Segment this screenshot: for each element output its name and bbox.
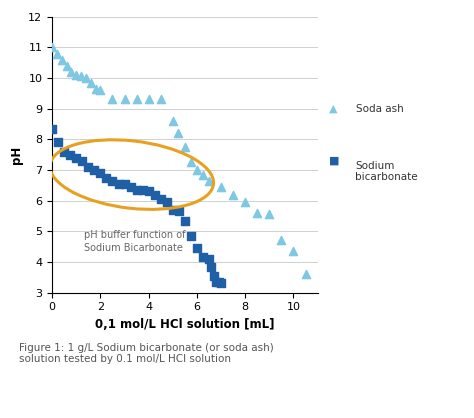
Point: [121, 181, 128, 187]
Point: [48, 125, 56, 132]
Point: [92, 85, 100, 92]
Point: [66, 151, 74, 158]
Point: [241, 199, 249, 206]
Point: [278, 237, 285, 244]
Point: [217, 184, 225, 190]
Point: [127, 184, 134, 190]
Point: [48, 44, 56, 51]
Point: [133, 96, 140, 103]
Point: [302, 271, 310, 278]
Point: [157, 196, 164, 202]
Point: [121, 96, 128, 103]
Point: [205, 255, 213, 262]
Point: [199, 171, 207, 178]
Point: [174, 130, 182, 137]
Point: [115, 181, 122, 187]
Point: [217, 280, 225, 287]
Point: [79, 158, 86, 164]
Text: Sodium
bicarbonate: Sodium bicarbonate: [356, 161, 418, 182]
Point: [151, 191, 158, 198]
Point: [205, 177, 213, 184]
Point: [145, 188, 153, 195]
Point: [199, 254, 207, 261]
Point: [169, 117, 177, 124]
Y-axis label: pH: pH: [10, 145, 23, 164]
Point: [84, 163, 92, 170]
Point: [212, 278, 220, 285]
Point: [208, 263, 215, 270]
Point: [109, 96, 116, 103]
Point: [73, 71, 80, 78]
Text: Figure 1: 1 g/L Sodium bicarbonate (or soda ash)
solution tested by 0.1 mol/L HC: Figure 1: 1 g/L Sodium bicarbonate (or s…: [19, 343, 273, 364]
Point: [215, 278, 222, 285]
Point: [77, 73, 85, 80]
Point: [139, 186, 146, 193]
Point: [63, 62, 71, 69]
Point: [82, 75, 90, 82]
Point: [187, 159, 195, 166]
Point: [53, 50, 61, 57]
Point: [109, 177, 116, 184]
Point: [290, 248, 297, 255]
Text: ■: ■: [329, 156, 340, 166]
Point: [73, 154, 80, 161]
Text: ▲: ▲: [329, 104, 338, 114]
Point: [193, 245, 201, 252]
Point: [229, 191, 237, 198]
Point: [133, 186, 140, 193]
Point: [193, 167, 201, 173]
Point: [265, 211, 273, 218]
Point: [175, 208, 182, 215]
Point: [87, 79, 94, 86]
Point: [254, 209, 261, 216]
Point: [145, 96, 153, 103]
Point: [91, 167, 98, 173]
Point: [187, 232, 195, 239]
Point: [103, 174, 110, 181]
Point: [55, 139, 62, 146]
Text: Soda ash: Soda ash: [356, 104, 403, 114]
Point: [210, 273, 218, 279]
Point: [97, 170, 104, 176]
Point: [163, 199, 171, 206]
Point: [181, 217, 189, 224]
Point: [68, 69, 75, 75]
X-axis label: 0,1 mol/L HCl solution [mL]: 0,1 mol/L HCl solution [mL]: [95, 318, 274, 331]
Point: [181, 144, 189, 150]
Point: [58, 56, 65, 63]
Point: [157, 96, 164, 103]
Point: [60, 148, 68, 155]
Text: pH buffer function of
Sodium Bicarbonate: pH buffer function of Sodium Bicarbonate: [83, 230, 185, 253]
Point: [169, 206, 177, 213]
Point: [97, 87, 104, 94]
